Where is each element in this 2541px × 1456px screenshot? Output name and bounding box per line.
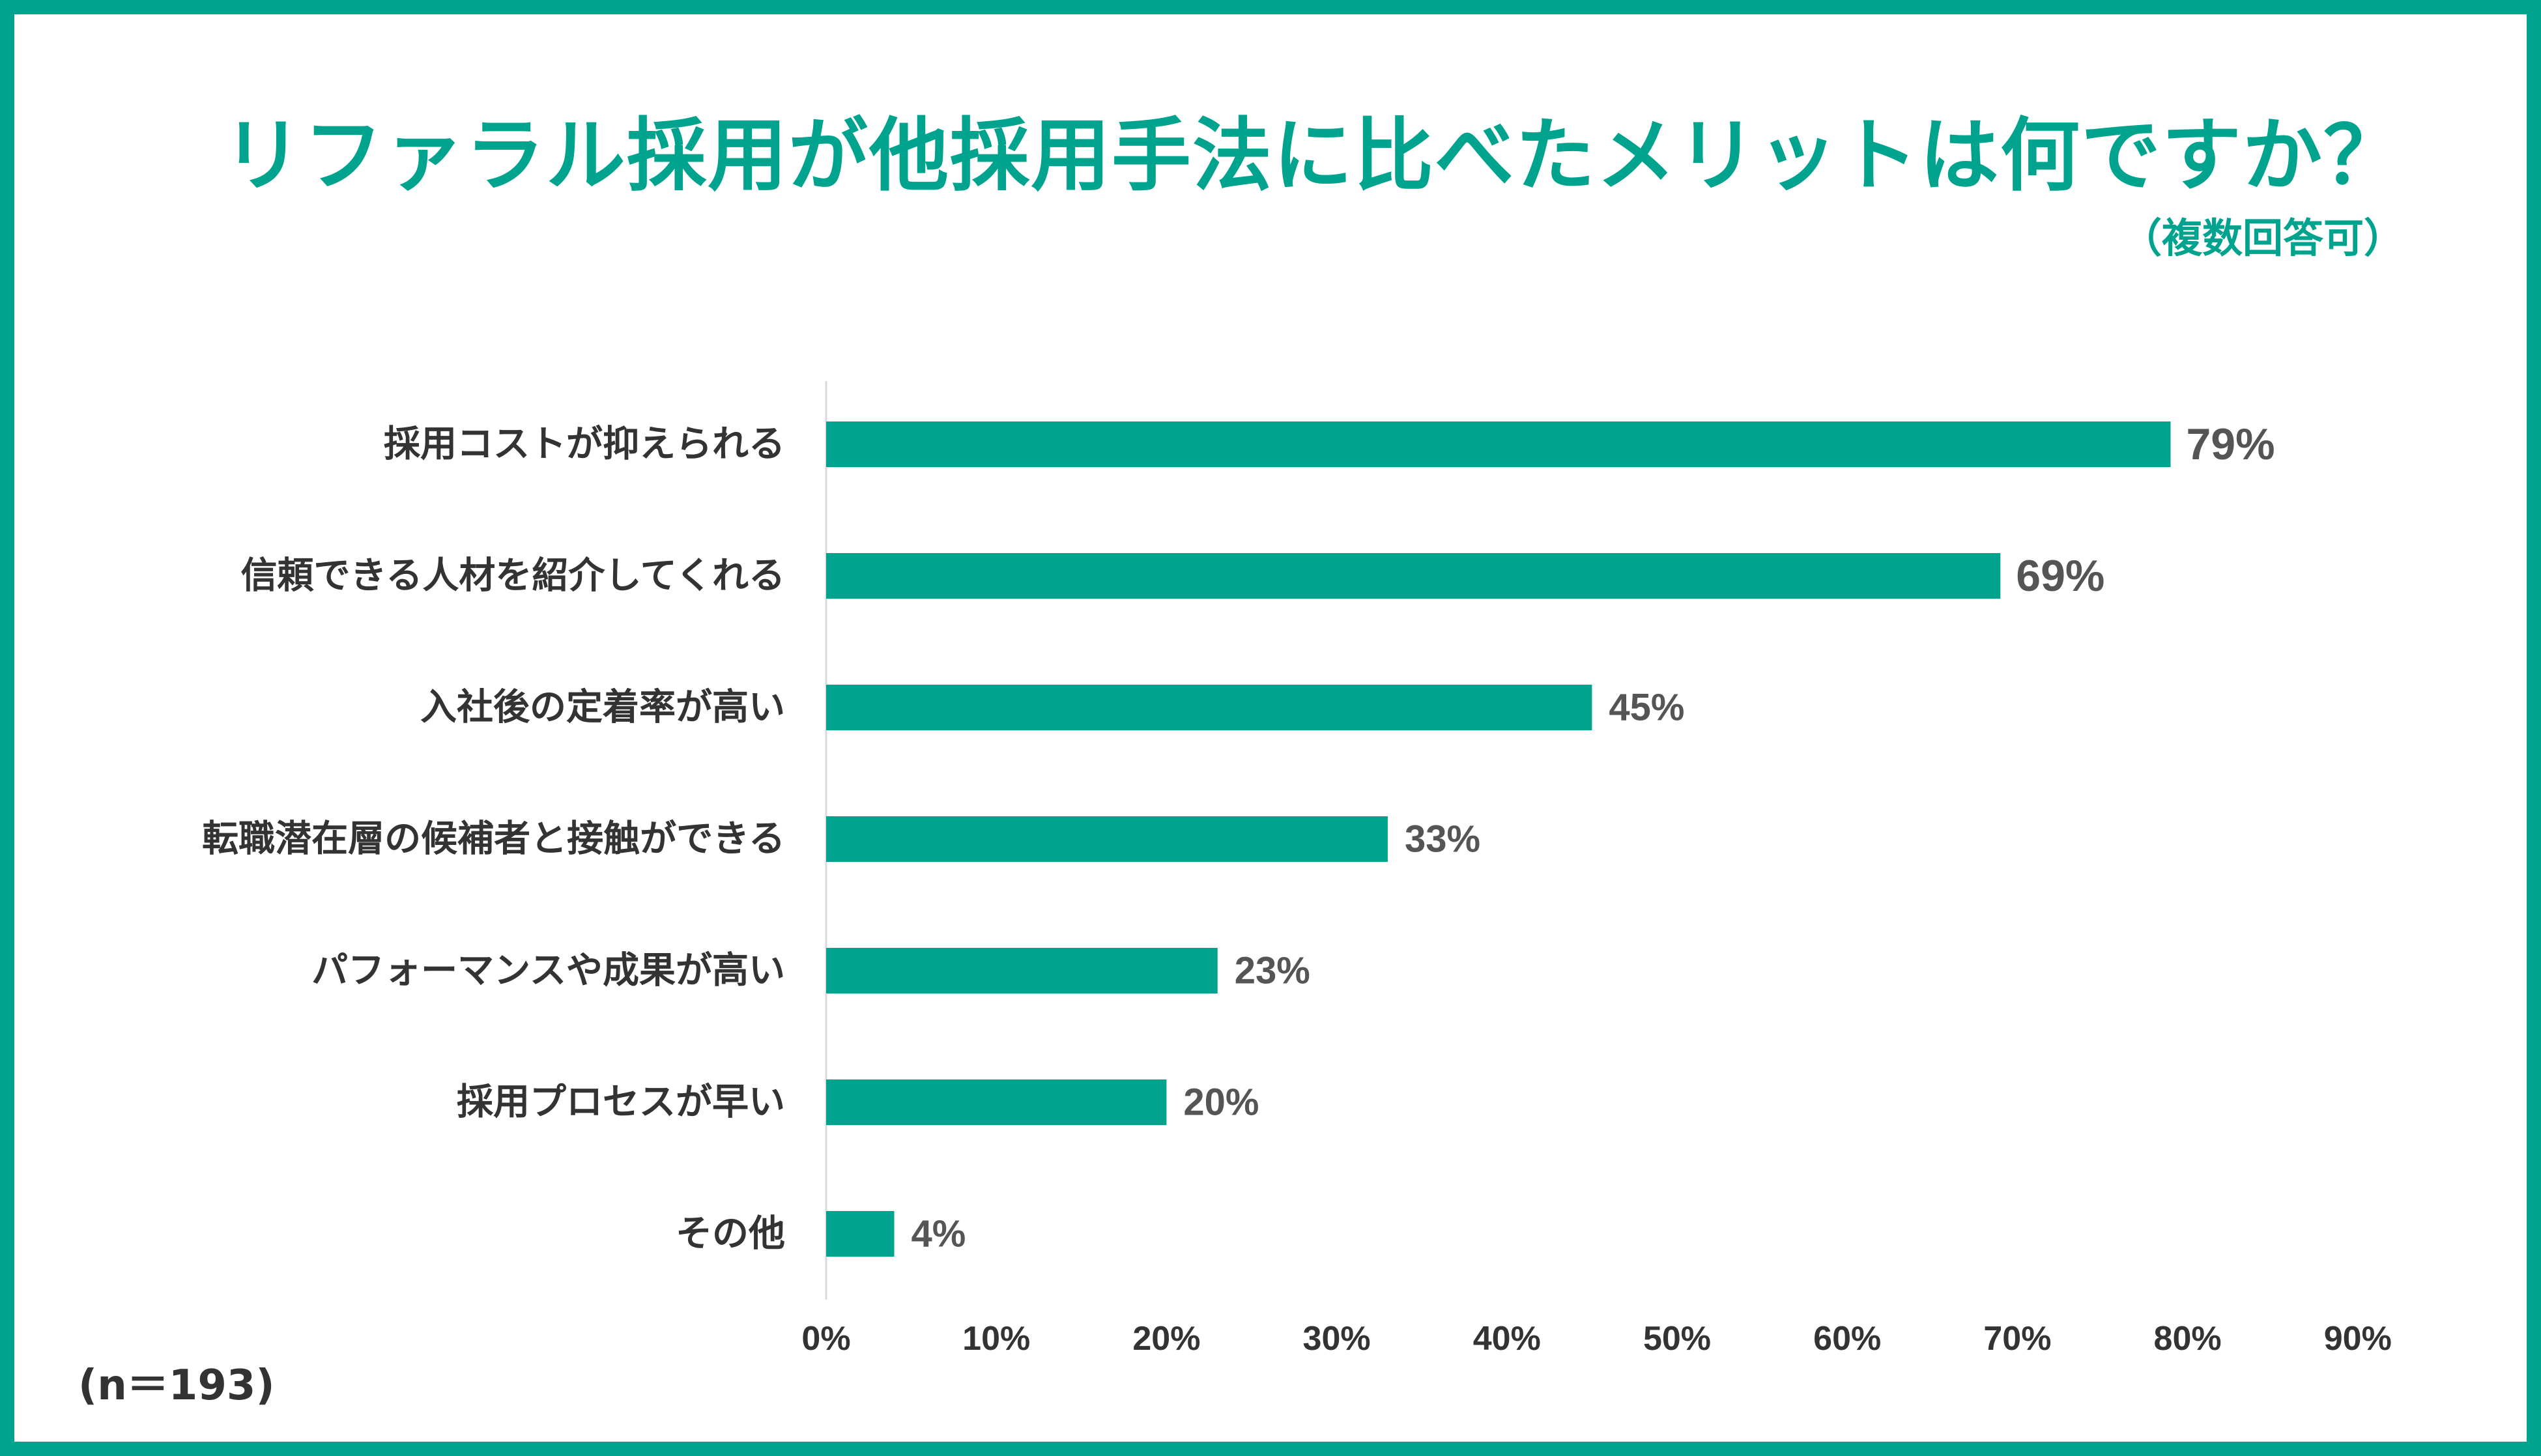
x-tick-label: 20% bbox=[1132, 1320, 1200, 1358]
value-label: 4% bbox=[911, 1213, 966, 1255]
value-label: 20% bbox=[1183, 1081, 1259, 1124]
chart-title: リファラル採用が他採用手法に比べたメリットは何ですか？ bbox=[223, 109, 2404, 202]
sample-size-note: (n＝193) bbox=[78, 1362, 275, 1410]
bar bbox=[826, 816, 1388, 862]
category-label: 採用コストが抑えられる bbox=[384, 423, 785, 466]
x-tick-label: 80% bbox=[2154, 1320, 2222, 1358]
value-label: 33% bbox=[1405, 818, 1480, 861]
category-label: パフォーマンスや成果が高い bbox=[311, 950, 785, 992]
value-label: 79% bbox=[2186, 420, 2275, 469]
x-tick-label: 10% bbox=[962, 1320, 1030, 1358]
x-tick-label: 0% bbox=[801, 1320, 850, 1358]
bar bbox=[826, 1079, 1167, 1125]
category-label: 入社後の定着率が高い bbox=[420, 687, 785, 729]
bar bbox=[826, 685, 1592, 730]
x-tick-label: 40% bbox=[1473, 1320, 1541, 1358]
category-label: その他 bbox=[676, 1213, 785, 1255]
category-label: 採用プロセスが早い bbox=[457, 1081, 785, 1124]
x-tick-label: 50% bbox=[1643, 1320, 1711, 1358]
category-label: 信頼できる人材を紹介してくれる bbox=[240, 555, 785, 597]
value-label: 45% bbox=[1609, 687, 1684, 729]
bar bbox=[826, 948, 1218, 993]
bar bbox=[826, 553, 2001, 599]
x-tick-label: 60% bbox=[1813, 1320, 1881, 1358]
x-tick-label: 90% bbox=[2324, 1320, 2392, 1358]
category-label: 転職潜在層の候補者と接触ができる bbox=[202, 818, 785, 861]
chart-subtitle: （複数回答可） bbox=[2121, 214, 2404, 262]
value-label: 69% bbox=[2016, 551, 2104, 601]
x-tick-label: 70% bbox=[1983, 1320, 2051, 1358]
bar bbox=[826, 421, 2171, 467]
bar bbox=[826, 1211, 895, 1257]
value-label: 23% bbox=[1235, 950, 1310, 992]
x-tick-label: 30% bbox=[1303, 1320, 1371, 1358]
